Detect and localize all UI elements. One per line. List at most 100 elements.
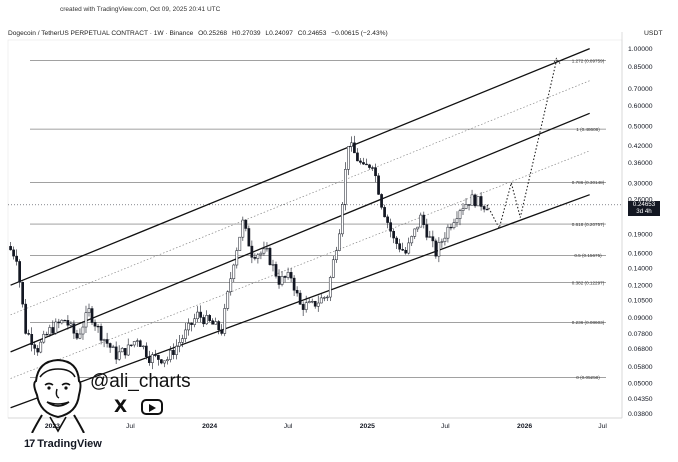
candle-body [247, 228, 251, 247]
close-value: C0.24653 [297, 30, 327, 37]
candle-body [350, 142, 353, 147]
tradingview-mark-icon: 17 [24, 438, 35, 450]
candle-body [63, 319, 67, 322]
candle-body [304, 302, 308, 310]
candle-body [359, 160, 362, 163]
symbol-title[interactable]: Dogecoin / TetherUS PERPETUAL CONTRACT ·… [8, 30, 194, 37]
candle-body [202, 317, 205, 325]
x-tick-label: Jul [598, 423, 607, 430]
candle-body [147, 356, 151, 363]
candle-body [190, 322, 193, 325]
candle-body [365, 163, 368, 166]
y-tick-label: 0.03800 [628, 411, 653, 418]
social-links: X [114, 397, 164, 417]
candle-body [78, 333, 82, 339]
projection-arrow [552, 57, 561, 65]
candle-body [235, 250, 239, 266]
candle-body [154, 354, 157, 356]
candle-body [413, 228, 417, 237]
x-tick-label: Jul [441, 423, 450, 430]
candle-body [205, 315, 208, 325]
tradingview-logo[interactable]: 17 TradingView [24, 438, 102, 450]
change-value: −0.00615 (−2.43%) [331, 30, 388, 37]
candle-body [220, 329, 224, 334]
candle-body [157, 355, 160, 360]
candle-body [30, 334, 34, 345]
candle-body [135, 340, 139, 342]
y-tick-label: 0.14000 [628, 265, 653, 272]
candle-body [223, 308, 227, 334]
candle-body [12, 249, 15, 257]
candle-body [313, 301, 317, 307]
candle-body [295, 290, 299, 294]
y-tick-label: 0.36000 [628, 160, 653, 167]
candle-body [377, 175, 380, 195]
y-tick-label: 0.85000 [628, 64, 653, 71]
channel-midline [10, 80, 590, 316]
candle-body [144, 345, 148, 357]
candle-body [464, 204, 468, 209]
candle-body [476, 196, 480, 207]
low-value: L0.24097 [265, 30, 293, 37]
candle-body [21, 281, 24, 305]
candle-body [42, 333, 46, 343]
candle-body [319, 297, 323, 304]
candle-body [485, 208, 489, 211]
candle-body [325, 296, 329, 299]
candle-body [93, 322, 97, 327]
candle-body [114, 346, 118, 360]
candle-body [108, 343, 112, 348]
candle-body [60, 319, 64, 324]
candle-body [307, 301, 311, 303]
candle-body [368, 164, 371, 168]
candle-body [150, 354, 154, 363]
author-avatar [31, 358, 85, 433]
candle-body [141, 345, 145, 348]
candle-body [356, 152, 359, 162]
y-tick-label: 0.60000 [628, 103, 653, 110]
y-tick-label: 0.09000 [628, 315, 653, 322]
candle-body [449, 226, 453, 229]
candle-body [395, 237, 399, 244]
candle-body [440, 241, 444, 243]
candle-body [105, 339, 109, 344]
y-tick-label: 0.05800 [628, 364, 653, 371]
channel-line-upper [10, 47, 590, 286]
candle-body [27, 333, 31, 335]
candle-body [268, 247, 272, 265]
candle-body [431, 236, 435, 242]
candle-body [277, 276, 281, 285]
candle-body [66, 320, 70, 326]
candle-body [479, 196, 483, 207]
y-tick-label: 0.10500 [628, 298, 653, 305]
candle-body [15, 255, 18, 262]
candle-body [90, 308, 94, 323]
candle-body [241, 219, 245, 238]
candle-body [102, 339, 106, 341]
candle-body [36, 348, 40, 353]
candle-body [187, 322, 190, 331]
candle-body [265, 247, 269, 250]
candle-body [181, 338, 184, 343]
candle-body [428, 236, 432, 238]
y-tick-label: 0.26000 [628, 196, 653, 203]
candle-body [280, 276, 284, 285]
y-tick-label: 0.30000 [628, 180, 653, 187]
y-tick-label: 0.70000 [628, 86, 653, 93]
candle-body [461, 208, 465, 211]
candle-body [407, 242, 411, 254]
x-tick-label: 2025 [360, 423, 375, 430]
candle-body [443, 237, 447, 242]
x-tick-label: Jul [126, 423, 135, 430]
current-price-tag: 0.24653 3d 4h [628, 201, 660, 216]
candle-body [175, 345, 178, 355]
youtube-icon[interactable] [141, 399, 164, 415]
open-value: O0.25268 [198, 30, 228, 37]
candle-body [347, 146, 350, 170]
x-icon[interactable]: X [114, 397, 128, 417]
candle-body [217, 321, 221, 330]
y-tick-label: 1.00000 [628, 46, 653, 53]
candle-body [51, 327, 55, 334]
candle-body [193, 318, 196, 325]
candle-body [419, 214, 423, 228]
